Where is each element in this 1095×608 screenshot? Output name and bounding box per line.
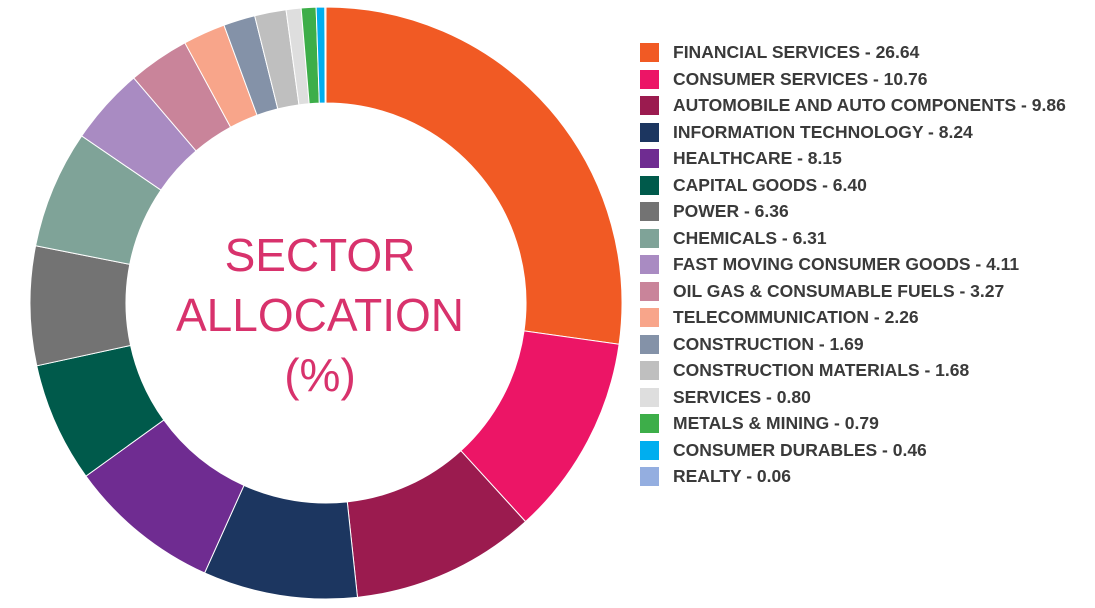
legend-item-12: CONSTRUCTION - 1.69 <box>640 332 1085 357</box>
legend-swatch-13 <box>640 361 659 380</box>
chart-legend: FINANCIAL SERVICES - 26.64 CONSUMER SERVI… <box>640 40 1085 491</box>
legend-item-5: HEALTHCARE - 8.15 <box>640 146 1085 171</box>
legend-label-9: FAST MOVING CONSUMER GOODS - 4.11 <box>673 254 1020 274</box>
legend-label-10: OIL GAS & CONSUMABLE FUELS - 3.27 <box>673 280 1005 301</box>
legend-label-13: CONSTRUCTION MATERIALS - 1.68 <box>673 360 970 380</box>
legend-label-5: HEALTHCARE - 8.15 <box>673 148 842 168</box>
chart-title: SECTOR ALLOCATION (%) <box>130 225 510 405</box>
legend-swatch-4 <box>640 122 659 142</box>
legend-label-17: REALTY - 0.06 <box>673 466 791 486</box>
chart-title-line-3: (%) <box>284 349 356 401</box>
legend-item-17: REALTY - 0.06 <box>640 464 1085 489</box>
legend-label-2: CONSUMER SERVICES - 10.76 <box>673 68 928 89</box>
legend-item-10: OIL GAS & CONSUMABLE FUELS - 3.27 <box>640 279 1085 304</box>
legend-item-4: INFORMATION TECHNOLOGY - 8.24 <box>640 120 1085 145</box>
legend-swatch-17 <box>640 467 659 486</box>
legend-label-4: INFORMATION TECHNOLOGY - 8.24 <box>673 121 973 142</box>
legend-swatch-10 <box>640 281 659 301</box>
legend-item-9: FAST MOVING CONSUMER GOODS - 4.11 <box>640 252 1085 277</box>
legend-label-6: CAPITAL GOODS - 6.40 <box>673 174 867 195</box>
legend-item-3: AUTOMOBILE AND AUTO COMPONENTS - 9.86 <box>640 93 1085 118</box>
legend-swatch-5 <box>640 149 659 168</box>
legend-item-16: CONSUMER DURABLES - 0.46 <box>640 438 1085 463</box>
pie-slice-17 <box>324 6 327 104</box>
legend-label-12: CONSTRUCTION - 1.69 <box>673 333 864 354</box>
legend-label-15: METALS & MINING - 0.79 <box>673 413 879 433</box>
legend-swatch-2 <box>640 69 659 89</box>
legend-swatch-8 <box>640 228 659 248</box>
legend-swatch-6 <box>640 175 659 195</box>
legend-swatch-15 <box>640 414 659 433</box>
legend-swatch-1 <box>640 43 659 62</box>
legend-swatch-3 <box>640 96 659 115</box>
chart-title-line-1: SECTOR <box>224 229 416 281</box>
legend-item-1: FINANCIAL SERVICES - 26.64 <box>640 40 1085 65</box>
legend-item-7: POWER - 6.36 <box>640 199 1085 224</box>
legend-label-11: TELECOMMUNICATION - 2.26 <box>673 307 919 327</box>
pie-slice-1 <box>325 6 623 345</box>
legend-item-8: CHEMICALS - 6.31 <box>640 226 1085 251</box>
pie-slice-7 <box>29 245 132 367</box>
legend-swatch-12 <box>640 334 659 354</box>
legend-item-15: METALS & MINING - 0.79 <box>640 411 1085 436</box>
legend-swatch-16 <box>640 440 659 460</box>
legend-swatch-14 <box>640 387 659 407</box>
legend-swatch-9 <box>640 255 659 274</box>
legend-label-14: SERVICES - 0.80 <box>673 386 811 407</box>
legend-item-14: SERVICES - 0.80 <box>640 385 1085 410</box>
legend-item-13: CONSTRUCTION MATERIALS - 1.68 <box>640 358 1085 383</box>
legend-label-16: CONSUMER DURABLES - 0.46 <box>673 439 927 460</box>
legend-item-11: TELECOMMUNICATION - 2.26 <box>640 305 1085 330</box>
donut-chart <box>29 6 623 600</box>
legend-label-8: CHEMICALS - 6.31 <box>673 227 827 248</box>
legend-label-7: POWER - 6.36 <box>673 201 789 221</box>
chart-title-line-2: ALLOCATION <box>176 289 464 341</box>
legend-label-3: AUTOMOBILE AND AUTO COMPONENTS - 9.86 <box>673 95 1066 115</box>
legend-label-1: FINANCIAL SERVICES - 26.64 <box>673 42 920 62</box>
legend-swatch-7 <box>640 202 659 221</box>
legend-item-2: CONSUMER SERVICES - 10.76 <box>640 67 1085 92</box>
legend-swatch-11 <box>640 308 659 327</box>
legend-item-6: CAPITAL GOODS - 6.40 <box>640 173 1085 198</box>
